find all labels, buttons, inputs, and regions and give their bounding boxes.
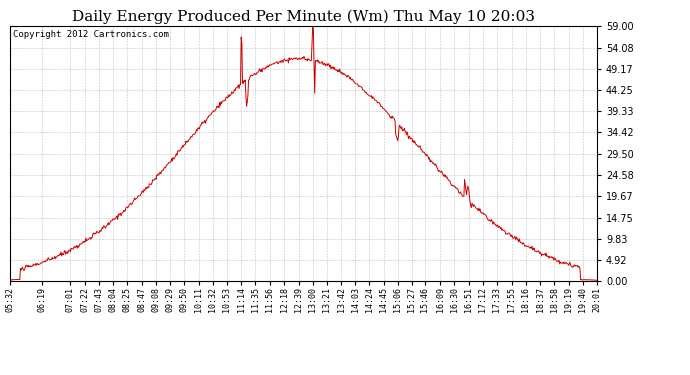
Text: Copyright 2012 Cartronics.com: Copyright 2012 Cartronics.com [13, 30, 169, 39]
Title: Daily Energy Produced Per Minute (Wm) Thu May 10 20:03: Daily Energy Produced Per Minute (Wm) Th… [72, 9, 535, 24]
